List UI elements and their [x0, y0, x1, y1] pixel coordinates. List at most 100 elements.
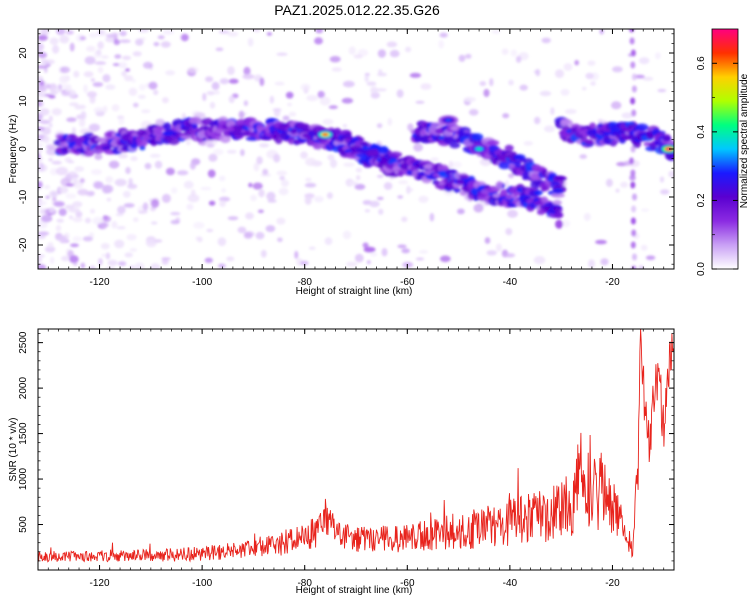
noise-cell — [125, 166, 131, 175]
noise-cell — [381, 248, 388, 257]
noise-cell — [131, 78, 136, 83]
noise-cell — [49, 206, 55, 214]
ridge-cell — [377, 145, 389, 154]
noise-cell — [328, 105, 338, 110]
noise-cell — [122, 190, 131, 198]
ridge-cell — [430, 122, 445, 128]
ridge-cell — [663, 135, 672, 142]
noise-cell — [161, 258, 169, 265]
noise-cell — [183, 180, 194, 189]
noise-cell — [38, 231, 50, 236]
noise-cell — [587, 60, 596, 66]
noise-cell — [38, 265, 46, 269]
noise-cell — [501, 48, 509, 55]
noise-cell — [180, 33, 189, 42]
streak-cell — [630, 97, 636, 105]
noise-cell — [247, 37, 254, 47]
noise-cell — [128, 178, 133, 186]
noise-cell — [119, 30, 127, 37]
noise-cell — [51, 160, 62, 165]
noise-cell — [277, 237, 283, 243]
noise-cell — [205, 76, 214, 83]
noise-cell — [206, 91, 215, 96]
noise-cell — [70, 243, 79, 248]
noise-cell — [84, 217, 91, 224]
x-tick-label: -100 — [192, 578, 212, 589]
noise-cell — [366, 260, 371, 265]
streak-cell — [630, 217, 636, 225]
noise-cell — [543, 125, 555, 133]
ridge-cell — [453, 187, 461, 193]
noise-cell — [73, 70, 80, 78]
noise-cell — [74, 105, 83, 110]
noise-cell — [407, 123, 414, 132]
ridge-1 — [329, 133, 564, 229]
ridge-cell — [554, 211, 564, 219]
streak-cell — [631, 73, 637, 81]
noise-cell — [258, 189, 265, 198]
ridge-cell — [555, 219, 563, 229]
noise-cell — [256, 156, 263, 165]
noise-cell — [308, 246, 316, 250]
noise-cell — [69, 102, 79, 107]
noise-cell — [144, 162, 152, 170]
noise-cell — [60, 255, 71, 262]
noise-cell — [94, 153, 103, 160]
y-tick-label: 1500 — [18, 422, 29, 445]
noise-cell — [114, 239, 125, 249]
noise-cell — [148, 81, 158, 90]
noise-cell — [124, 252, 133, 258]
noise-cell — [505, 228, 513, 236]
snr-x-axis-label: Height of straight line (km) — [296, 585, 413, 596]
noise-cell — [39, 108, 50, 116]
noise-cell — [448, 160, 453, 169]
noise-cell — [79, 178, 85, 184]
snr-y-axis-label: SNR (10 * v/v) — [8, 418, 19, 482]
noise-cell — [130, 156, 138, 162]
noise-cell — [415, 257, 425, 261]
streak-cell — [630, 61, 636, 69]
noise-cell — [585, 72, 594, 80]
ridge-cell — [496, 180, 503, 190]
noise-cell — [465, 53, 472, 59]
colorbar-tick-label: 0.2 — [696, 193, 707, 207]
ridge-cell — [362, 145, 370, 150]
noise-cell — [244, 231, 255, 237]
noise-cell — [101, 184, 111, 194]
noise-cell — [83, 84, 88, 93]
noise-cell — [38, 113, 43, 123]
noise-cell — [356, 175, 361, 181]
noise-cell — [154, 160, 163, 169]
colorbar-tick-label: 0.0 — [696, 262, 707, 276]
noise-cell — [250, 194, 257, 202]
peak-0-ring-3 — [322, 133, 328, 136]
noise-cell — [69, 42, 75, 52]
noise-cell — [97, 66, 104, 73]
noise-cell — [58, 208, 67, 217]
ridge-cell — [446, 169, 457, 174]
noise-cell — [659, 176, 665, 183]
noise-cell — [138, 94, 146, 99]
snr-panel: -120 -100 -80 -60 -40 -205001000150020002500 … — [8, 328, 675, 596]
noise-cell — [118, 261, 127, 267]
streak-cell — [630, 169, 636, 177]
noise-cell — [257, 209, 264, 214]
noise-cell — [38, 181, 43, 189]
noise-cell — [397, 195, 404, 199]
noise-cell — [314, 196, 324, 203]
noise-cell — [430, 157, 439, 162]
noise-cell — [39, 208, 51, 215]
streak-cell — [631, 229, 637, 237]
noise-cell — [48, 122, 53, 128]
noise-cell — [105, 84, 116, 90]
noise-cell — [563, 63, 573, 71]
noise-cell — [59, 35, 70, 44]
ridge-cell — [522, 170, 530, 180]
noise-cell — [53, 201, 65, 207]
x-tick-label: -80 — [297, 578, 312, 589]
noise-cell — [353, 54, 363, 59]
noise-cell — [219, 175, 226, 182]
noise-cell — [38, 68, 41, 75]
noise-cell — [507, 209, 518, 218]
noise-cell — [41, 29, 50, 36]
